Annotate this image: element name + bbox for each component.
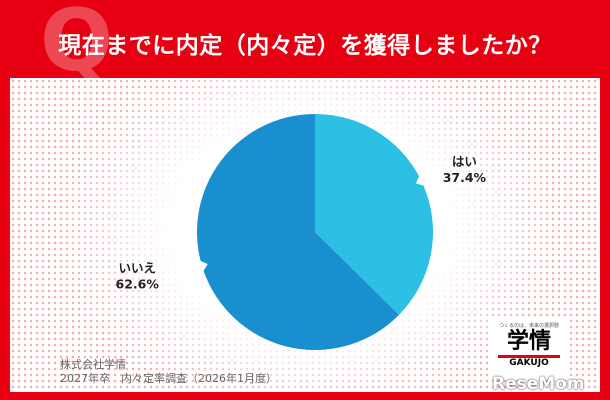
- question-title: 現在までに内定（内々定）を獲得しましたか？: [58, 33, 552, 59]
- question-header: Q 現在までに内定（内々定）を獲得しましたか？: [0, 0, 610, 84]
- pie-slice-1: [197, 114, 399, 350]
- slice-label-0: はい: [452, 154, 477, 169]
- slice-label-1: いいえ: [118, 260, 156, 275]
- slice-value-1: 62.6%: [116, 276, 160, 291]
- callout-notch-1: [173, 258, 208, 276]
- callout-notch-0: [415, 167, 449, 187]
- pie-slice-0: [315, 114, 434, 315]
- logo-tagline: つくるのは、未来の選択肢: [499, 323, 559, 329]
- source-survey: 2027年卒 内々定率調査（2026年1月度）: [60, 372, 277, 385]
- logo-latin: GAKUJO: [498, 355, 560, 369]
- logo-name: 学情: [506, 329, 551, 354]
- slice-value-0: 37.4%: [443, 170, 487, 185]
- gakujo-logo: つくるのは、未来の選択肢 学情 GAKUJO: [488, 318, 570, 378]
- q-badge: Q: [40, 0, 114, 91]
- chart-panel: はい 37.4% いいえ 62.6%: [10, 78, 600, 392]
- source-note: 株式会社学情 2027年卒 内々定率調査（2026年1月度）: [60, 358, 277, 386]
- resemom-watermark: ReseMom: [492, 374, 585, 394]
- source-company: 株式会社学情: [60, 358, 126, 371]
